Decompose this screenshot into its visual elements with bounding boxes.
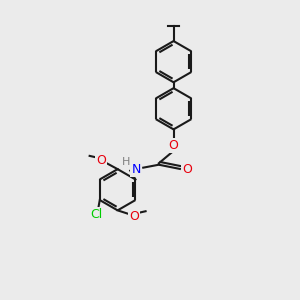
Text: Cl: Cl — [91, 208, 103, 221]
Text: O: O — [129, 210, 139, 223]
Text: H: H — [122, 157, 130, 167]
Text: O: O — [97, 154, 106, 167]
Text: N: N — [131, 163, 141, 176]
Text: O: O — [169, 139, 178, 152]
Text: O: O — [182, 163, 192, 176]
